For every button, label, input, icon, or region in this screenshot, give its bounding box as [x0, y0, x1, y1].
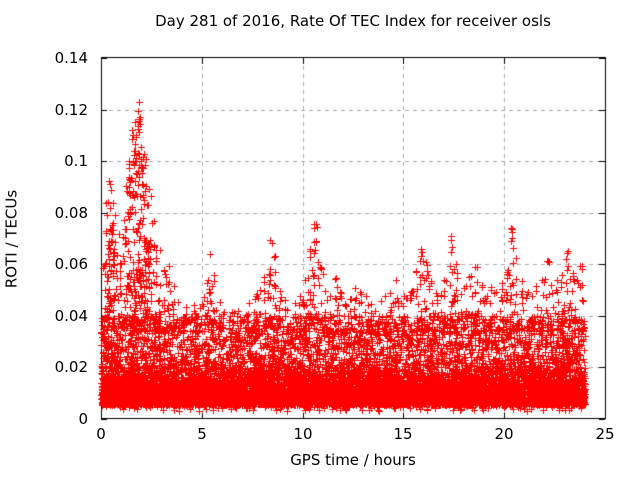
y-tick-label: 0.06 — [54, 255, 88, 273]
y-tick-label: 0.08 — [54, 204, 88, 222]
y-tick-label: 0.14 — [54, 49, 88, 67]
y-tick-label: 0.04 — [54, 307, 88, 325]
x-tick-label: 10 — [293, 425, 313, 443]
chart-title: Day 281 of 2016, Rate Of TEC Index for r… — [155, 12, 551, 30]
x-axis-title: GPS time / hours — [290, 451, 416, 469]
x-tick-label: 20 — [494, 425, 514, 443]
y-tick-label: 0 — [78, 410, 88, 428]
x-tick-label: 15 — [393, 425, 413, 443]
x-tick-label: 25 — [595, 425, 615, 443]
y-tick-label: 0.02 — [54, 358, 88, 376]
y-tick-label: 0.12 — [54, 101, 88, 119]
y-tick-label: 0.1 — [64, 152, 88, 170]
x-tick-label: 0 — [96, 425, 106, 443]
x-tick-label: 5 — [197, 425, 207, 443]
